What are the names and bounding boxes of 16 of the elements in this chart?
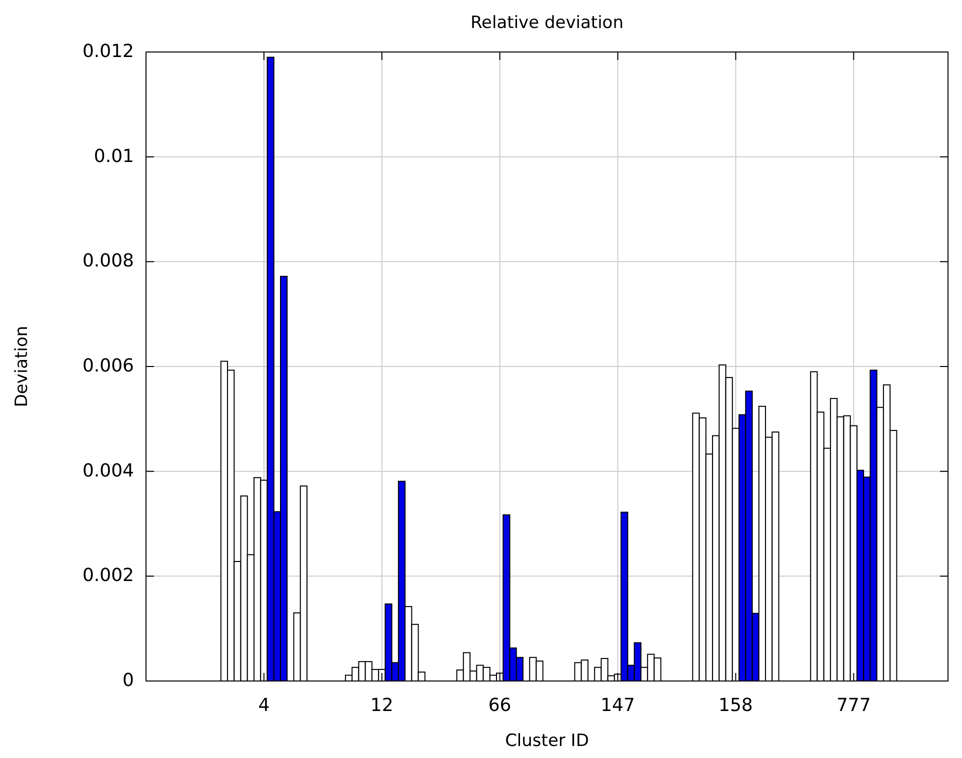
y-tick-label: 0 [122,670,134,691]
x-tick-label: 777 [836,695,871,716]
y-tick-label: 0.01 [94,146,134,167]
chart-title: Relative deviation [470,13,624,33]
y-tick-label: 0.012 [82,40,134,62]
y-axis-title: Deviation [12,326,32,408]
x-axis-title: Cluster ID [505,731,589,751]
x-tick-label: 4 [258,695,270,716]
y-tick-label: 0.006 [82,355,134,376]
x-tick-label: 147 [600,695,635,716]
y-tick-label: 0.002 [82,565,134,586]
y-tick-label: 0.008 [82,250,134,272]
x-tick-label: 12 [370,695,394,716]
x-tick-label: 66 [488,695,512,716]
x-tick-label: 158 [718,695,753,716]
y-tick-label: 0.004 [82,460,134,482]
